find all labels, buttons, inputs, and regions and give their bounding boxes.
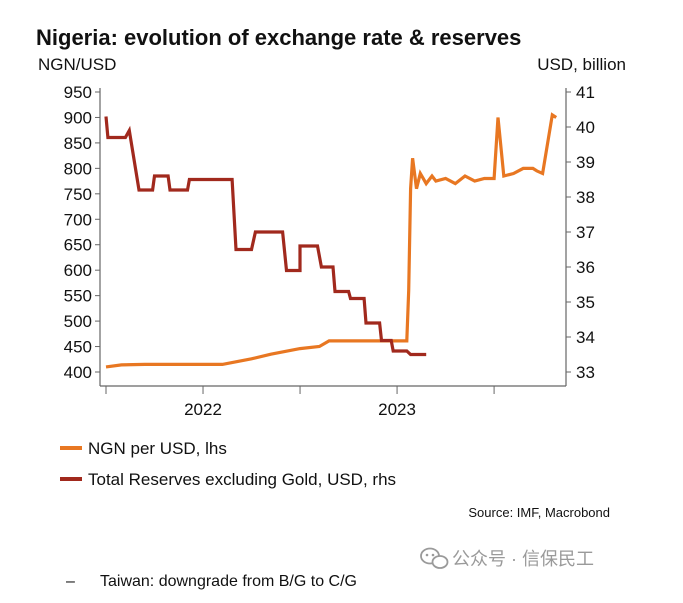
left-tick-label: 750 [64,185,92,204]
left-tick-label: 650 [64,236,92,255]
right-tick-label: 35 [576,293,595,312]
right-tick-label: 40 [576,118,595,137]
left-tick-label: 450 [64,338,92,357]
left-tick-label: 850 [64,134,92,153]
chart-title: Nigeria: evolution of exchange rate & re… [36,25,521,50]
left-tick-label: 500 [64,312,92,331]
series-lines [104,112,558,369]
legend-label-ngn: NGN per USD, lhs [88,439,227,458]
legend-label-reserves: Total Reserves excluding Gold, USD, rhs [88,470,396,489]
left-axis-unit: NGN/USD [38,55,116,74]
right-tick-label: 41 [576,83,595,102]
left-tick-label: 550 [64,287,92,306]
right-tick-label: 38 [576,188,595,207]
series-line-ngn [105,112,558,369]
right-axis-unit: USD, billion [537,55,626,74]
left-tick-label: 800 [64,159,92,178]
right-tick-label: 33 [576,363,595,382]
x-tick-label: 2022 [184,400,222,419]
right-axis-ticks: 41 40 39 38 37 36 35 34 33 [566,83,595,382]
x-axis-ticks: 2022 2023 [105,386,495,419]
x-tick-label: 2023 [378,400,416,419]
right-tick-label: 36 [576,258,595,277]
wechat-logo-icon [420,547,449,569]
left-tick-label: 700 [64,210,92,229]
left-tick-label: 900 [64,108,92,127]
left-tick-label: 400 [64,363,92,382]
axes [99,88,567,387]
watermark: 公众号 · 信保民工 [420,547,594,569]
series-line-reserves [104,116,427,357]
right-tick-label: 37 [576,223,595,242]
watermark-text: 公众号 · 信保民工 [452,549,594,569]
source-note: Source: IMF, Macrobond [468,505,610,520]
right-tick-label: 34 [576,328,595,347]
left-tick-label: 600 [64,261,92,280]
bullet-dash: – [66,573,75,590]
legend: NGN per USD, lhs Total Reserves excludin… [60,439,396,489]
left-tick-label: 950 [64,83,92,102]
next-section-heading: Taiwan: downgrade from B/G to C/G [100,573,357,590]
left-axis-ticks: 950 900 850 800 750 700 650 600 550 500 450 400 [64,83,100,382]
right-tick-label: 39 [576,153,595,172]
